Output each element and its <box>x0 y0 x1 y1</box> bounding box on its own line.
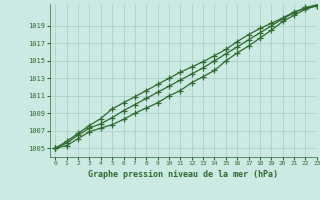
X-axis label: Graphe pression niveau de la mer (hPa): Graphe pression niveau de la mer (hPa) <box>88 170 278 179</box>
